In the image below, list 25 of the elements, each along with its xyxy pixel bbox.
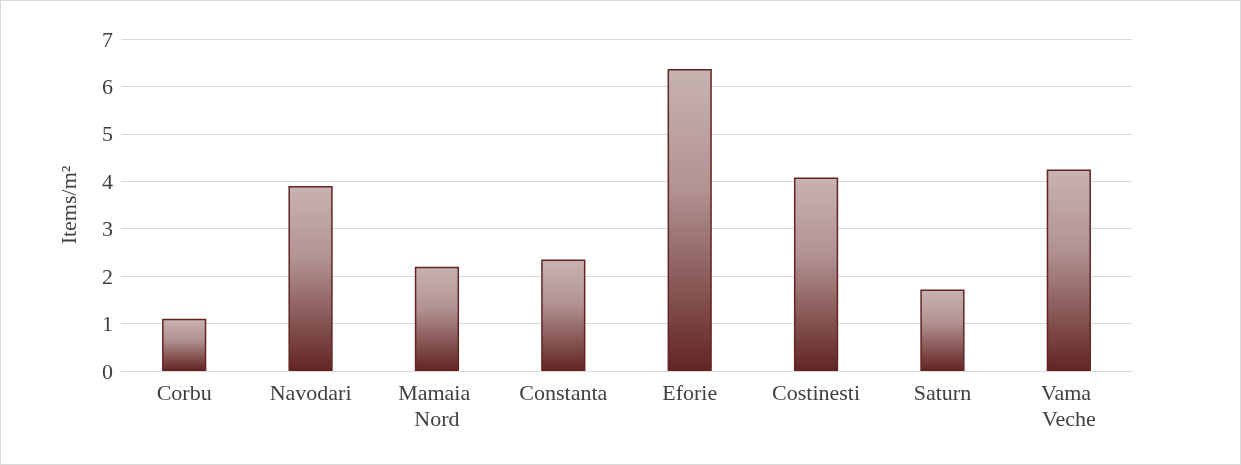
x-tick-label: Constanta	[519, 379, 608, 405]
x-tick-label: Navodari	[269, 379, 352, 405]
bar	[793, 177, 839, 371]
bar	[667, 68, 712, 371]
y-tick-label: 1	[102, 311, 113, 337]
y-tick-label: 6	[102, 73, 113, 99]
y-tick-label: 4	[102, 168, 113, 194]
x-tick-label: Mamaia Nord	[398, 379, 476, 431]
x-tick-label: Corbu	[156, 379, 212, 405]
bar	[414, 266, 460, 371]
bar	[541, 259, 586, 371]
y-axis-title: Items/m²	[55, 165, 81, 245]
bar	[1046, 169, 1091, 371]
bar	[920, 289, 965, 371]
x-tick-label: Saturn	[913, 379, 972, 405]
x-tick-label: Eforie	[662, 379, 718, 405]
y-tick-label: 2	[102, 263, 113, 289]
x-tick-label: Costinesti	[772, 379, 861, 405]
bar	[288, 186, 333, 371]
y-tick-label: 5	[102, 121, 113, 147]
y-tick-label: 0	[102, 358, 113, 384]
bar	[162, 318, 207, 371]
y-tick-label: 3	[102, 216, 113, 242]
y-tick-label: 7	[102, 26, 113, 52]
x-tick-label: Vama Veche	[1041, 379, 1097, 431]
